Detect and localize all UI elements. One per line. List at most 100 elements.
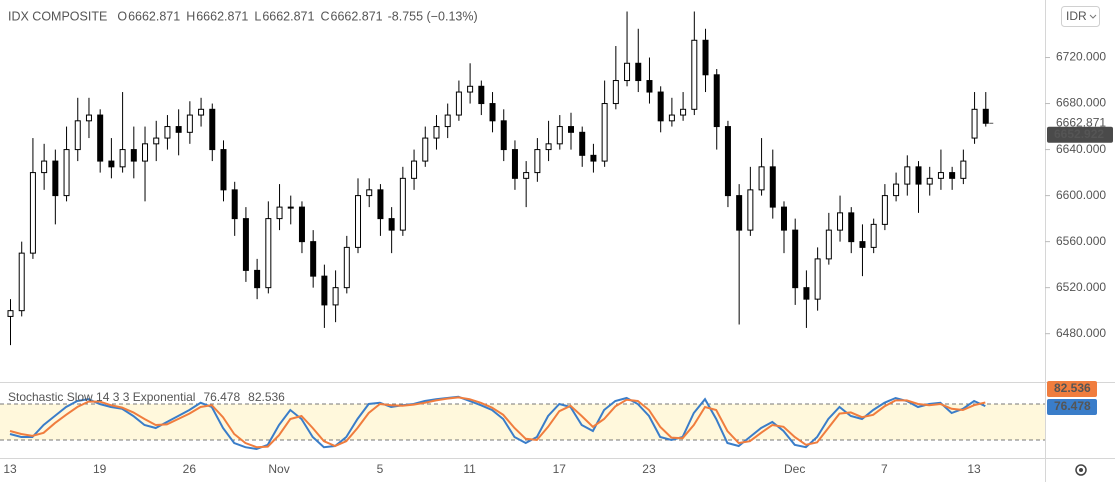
candle-body [870, 223, 877, 248]
x-tick-label: 23 [642, 462, 656, 476]
candle-body [825, 229, 832, 260]
indicator-tag [1047, 381, 1097, 397]
candle-body [534, 149, 541, 174]
candle-body [691, 39, 698, 110]
x-tick-label: 11 [463, 462, 476, 476]
candle-body [747, 189, 754, 231]
candle-body [960, 160, 967, 179]
candle-body [455, 91, 462, 116]
candle-body [142, 143, 149, 162]
candle-body [848, 212, 855, 243]
candle-body [74, 120, 81, 151]
candle-body [355, 195, 362, 248]
candle-body [624, 62, 631, 82]
candle-body [422, 137, 429, 162]
settings-button[interactable] [1075, 464, 1087, 476]
candle-body [186, 114, 193, 133]
x-tick-label: 7 [881, 462, 888, 476]
candle-body [579, 131, 586, 156]
candle-body [164, 126, 171, 139]
candle-body [971, 108, 978, 139]
candle-body [209, 108, 216, 151]
close-value: 6662.871 [331, 9, 383, 23]
x-tick-label: 13 [3, 462, 17, 476]
candle-body [343, 246, 350, 289]
currency-button-label[interactable]: IDR [1066, 9, 1087, 23]
candle-body [388, 218, 395, 231]
candle-body [175, 126, 182, 133]
candle-body [646, 80, 653, 93]
candle-body [153, 137, 160, 145]
candle-body [108, 160, 115, 168]
y-tick-label: 6720.000 [1056, 50, 1106, 64]
indicator-title: Stochastic Slow 14 3 3 Exponential [8, 390, 195, 404]
candle-body [668, 114, 675, 122]
indicator-tag-label: 76.478 [1054, 399, 1091, 413]
candle-body [220, 149, 227, 191]
price-line-tag [1047, 126, 1113, 143]
candle-body [814, 258, 821, 300]
candle-body [41, 160, 48, 174]
candle-body [724, 126, 731, 197]
candle-body [287, 206, 294, 209]
stoch-line [9, 396, 986, 449]
candle-body [7, 310, 14, 317]
stoch-line [9, 395, 986, 451]
settings-icon-center[interactable] [1079, 468, 1083, 472]
candle-body [433, 126, 440, 139]
high-value: 6662.871 [196, 9, 248, 23]
candle-body [680, 108, 687, 116]
currency-button[interactable]: IDR [1061, 6, 1100, 27]
candle-body [310, 241, 317, 277]
dropdown-arrow[interactable] [1089, 14, 1097, 19]
candle-body [568, 126, 574, 133]
candle-body [29, 172, 36, 254]
candle-body [500, 120, 507, 151]
x-tick-label: 5 [377, 462, 384, 476]
indicator-value: 82.536 [248, 390, 285, 404]
candle-body [736, 195, 743, 231]
candle-body [590, 154, 597, 162]
candle-body [915, 166, 922, 185]
candle-body [635, 62, 642, 82]
candle-body [411, 160, 418, 179]
candle-body [523, 172, 530, 179]
currency-button-box[interactable] [1061, 6, 1100, 27]
candle-body [893, 183, 900, 197]
candle-body [937, 172, 944, 179]
candle-body [511, 149, 518, 179]
symbol: IDX COMPOSITE [8, 9, 107, 23]
candle-body [366, 189, 373, 197]
y-tick-label: 6680.000 [1056, 96, 1106, 110]
candle-body [399, 177, 406, 231]
x-tick-label: 26 [183, 462, 197, 476]
candle-body [545, 143, 552, 151]
candle-body [702, 39, 709, 76]
price-line-label: 6652.922 [1054, 127, 1104, 141]
candle-body [489, 103, 496, 122]
candle-body [321, 275, 328, 306]
candle-body [926, 177, 933, 185]
candle-body [276, 206, 283, 220]
candle-body [758, 166, 765, 191]
x-tick-label: 13 [967, 462, 981, 476]
candle-body [265, 218, 272, 289]
open-label: O [117, 9, 127, 23]
open-value: 6662.871 [128, 9, 180, 23]
candle-body [949, 172, 956, 179]
candle-body [63, 149, 70, 197]
x-tick-label: 19 [93, 462, 107, 476]
low-value: 6662.871 [262, 9, 314, 23]
settings-icon[interactable] [1075, 464, 1087, 476]
candle-body [769, 166, 776, 208]
candle-body [780, 206, 787, 231]
low-label: L [254, 9, 261, 23]
candle-body [198, 108, 205, 116]
candle-body [657, 91, 664, 122]
candle-body [467, 85, 474, 93]
indicator-value: 76.478 [203, 390, 240, 404]
candle-body [904, 166, 911, 185]
high-label: H [186, 9, 195, 23]
